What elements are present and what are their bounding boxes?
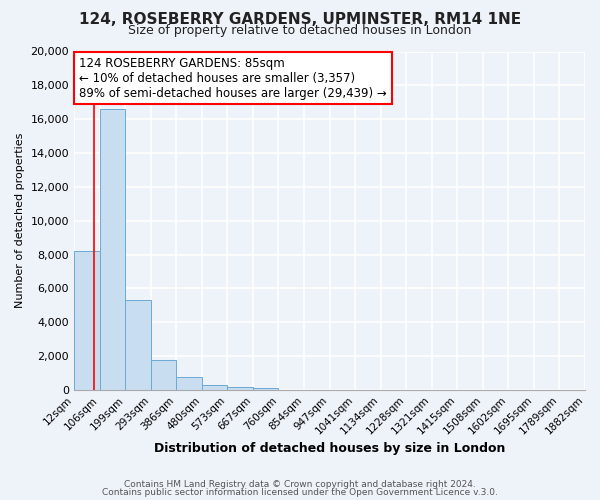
Bar (151, 360, 176, 390)
Bar (176, 378, 202, 390)
Bar (202, 385, 227, 390)
Text: 124, ROSEBERRY GARDENS, UPMINSTER, RM14 1NE: 124, ROSEBERRY GARDENS, UPMINSTER, RM14 … (79, 12, 521, 28)
Bar (74, 251, 100, 390)
Bar (253, 388, 278, 390)
Text: Contains public sector information licensed under the Open Government Licence v.: Contains public sector information licen… (102, 488, 498, 497)
Text: Contains HM Land Registry data © Crown copyright and database right 2024.: Contains HM Land Registry data © Crown c… (124, 480, 476, 489)
Bar (227, 386, 253, 390)
X-axis label: Distribution of detached houses by size in London: Distribution of detached houses by size … (154, 442, 505, 455)
Text: 124 ROSEBERRY GARDENS: 85sqm
← 10% of detached houses are smaller (3,357)
89% of: 124 ROSEBERRY GARDENS: 85sqm ← 10% of de… (79, 56, 387, 100)
Bar (125, 300, 151, 390)
Y-axis label: Number of detached properties: Number of detached properties (15, 133, 25, 308)
Bar (100, 109, 125, 390)
Text: Size of property relative to detached houses in London: Size of property relative to detached ho… (128, 24, 472, 37)
